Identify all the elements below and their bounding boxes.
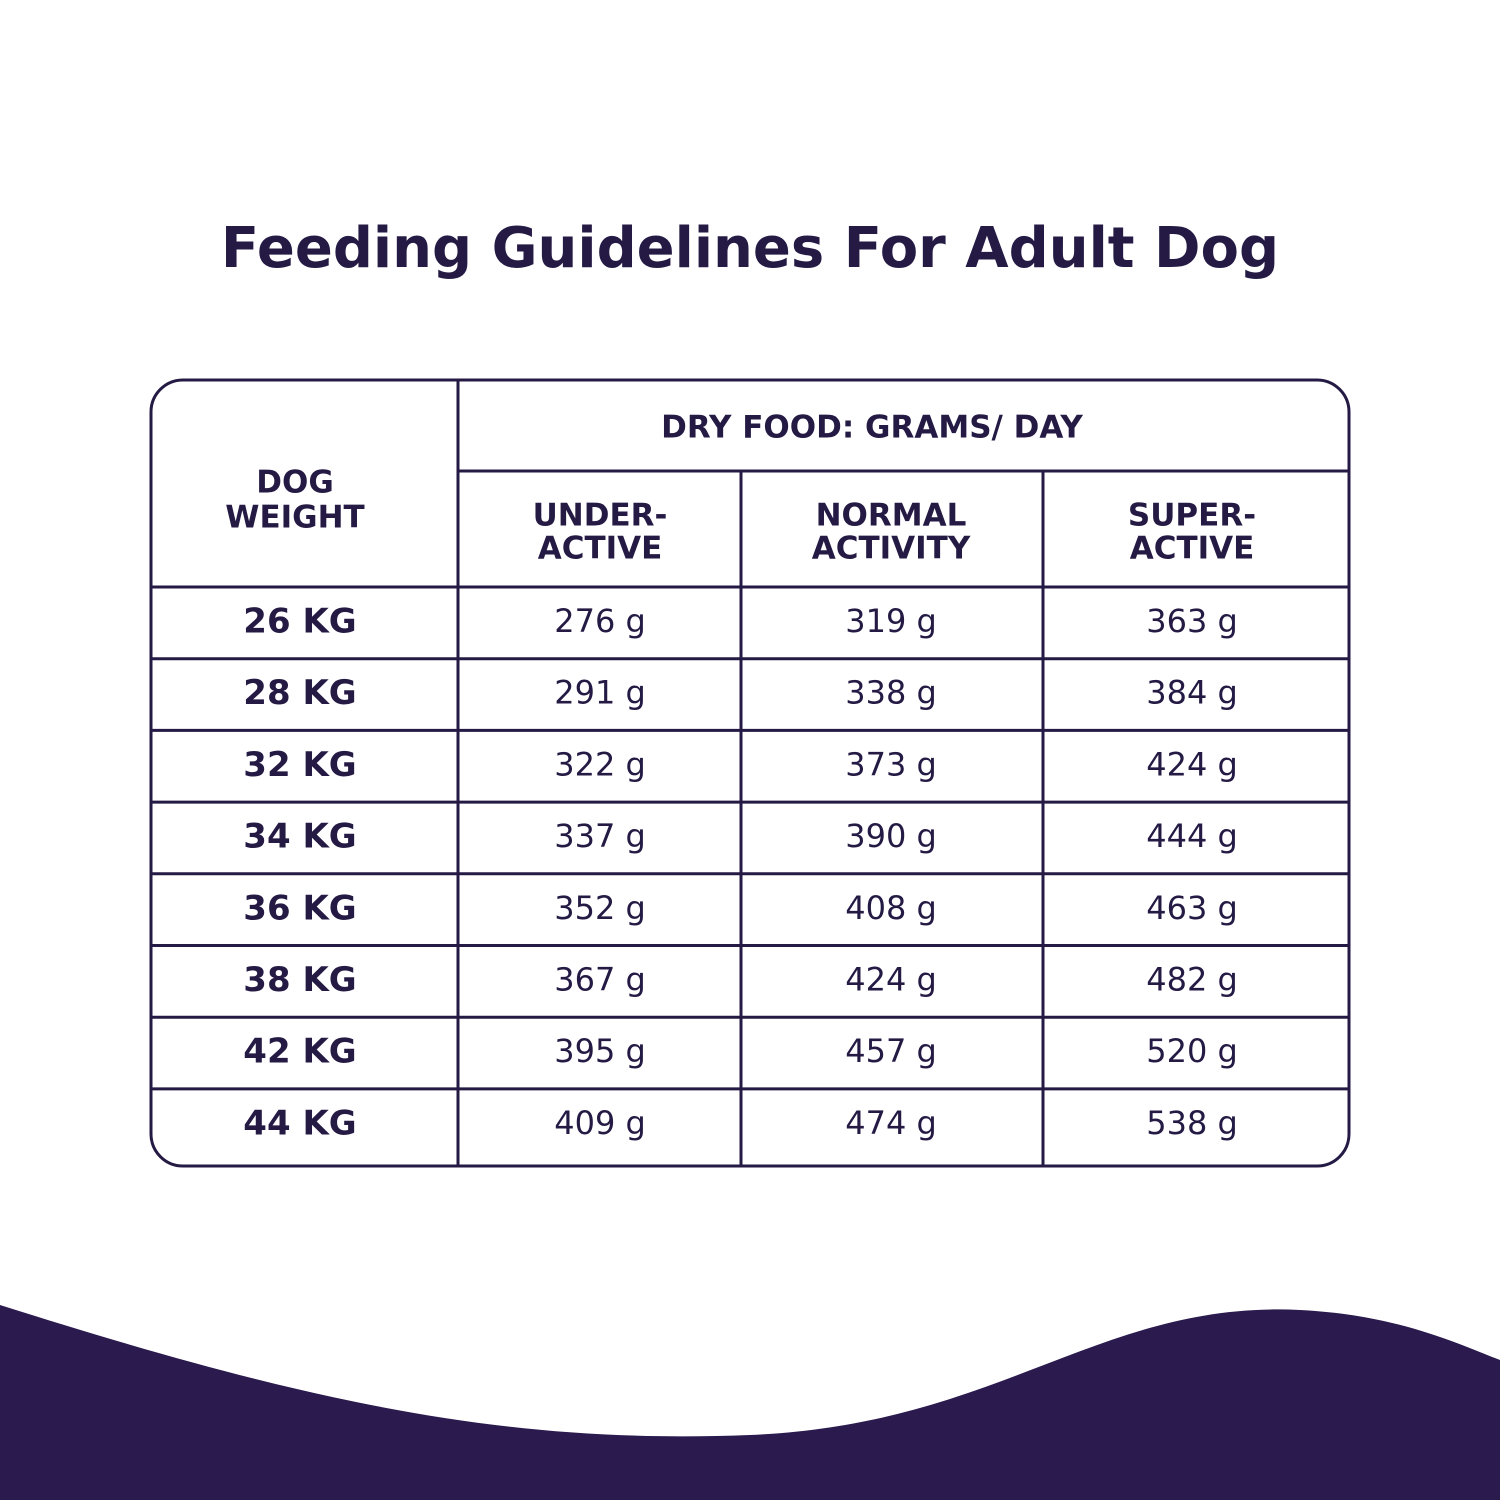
title: Feeding Guidelines For Adult Dog — [221, 216, 1279, 281]
group-header: DRY FOOD: GRAMS/ DAY — [661, 410, 1083, 446]
amount-cell: 409 g — [554, 1104, 646, 1142]
column-header: SUPER- — [1128, 498, 1256, 534]
amount-cell: 363 g — [1146, 602, 1238, 640]
weight-cell: 28 KG — [243, 673, 356, 713]
amount-cell: 291 g — [554, 674, 646, 712]
amount-cell: 424 g — [1146, 745, 1238, 783]
amount-cell: 319 g — [845, 602, 937, 640]
column-header: ACTIVITY — [812, 531, 971, 567]
amount-cell: 538 g — [1146, 1104, 1238, 1142]
amount-cell: 457 g — [845, 1032, 937, 1070]
weight-cell: 26 KG — [243, 602, 356, 642]
weight-header: WEIGHT — [225, 500, 364, 536]
column-header: ACTIVE — [538, 531, 663, 567]
weight-cell: 32 KG — [243, 745, 356, 785]
table-border — [149, 378, 1351, 1168]
amount-cell: 276 g — [554, 602, 646, 640]
weight-cell: 36 KG — [243, 888, 356, 928]
amount-cell: 424 g — [845, 961, 937, 999]
amount-cell: 390 g — [845, 817, 937, 855]
wave — [0, 1305, 1500, 1500]
amount-cell: 373 g — [845, 745, 937, 783]
weight-cell: 42 KG — [243, 1032, 356, 1072]
amount-cell: 463 g — [1146, 889, 1238, 927]
amount-cell: 384 g — [1146, 674, 1238, 712]
amount-cell: 352 g — [554, 889, 646, 927]
amount-cell: 520 g — [1146, 1032, 1238, 1070]
amount-cell: 395 g — [554, 1032, 646, 1070]
amount-cell: 444 g — [1146, 817, 1238, 855]
weight-header: DOG — [256, 465, 334, 501]
amount-cell: 338 g — [845, 674, 937, 712]
weight-cell: 44 KG — [243, 1103, 356, 1143]
column-header: NORMAL — [816, 498, 967, 534]
amount-cell: 367 g — [554, 961, 646, 999]
weight-cell: 38 KG — [243, 960, 356, 1000]
amount-cell: 337 g — [554, 817, 646, 855]
amount-cell: 322 g — [554, 745, 646, 783]
amount-cell: 408 g — [845, 889, 937, 927]
amount-cell: 482 g — [1146, 961, 1238, 999]
column-header: UNDER- — [533, 498, 668, 534]
weight-cell: 34 KG — [243, 817, 356, 857]
amount-cell: 474 g — [845, 1104, 937, 1142]
column-header: ACTIVE — [1130, 531, 1255, 567]
